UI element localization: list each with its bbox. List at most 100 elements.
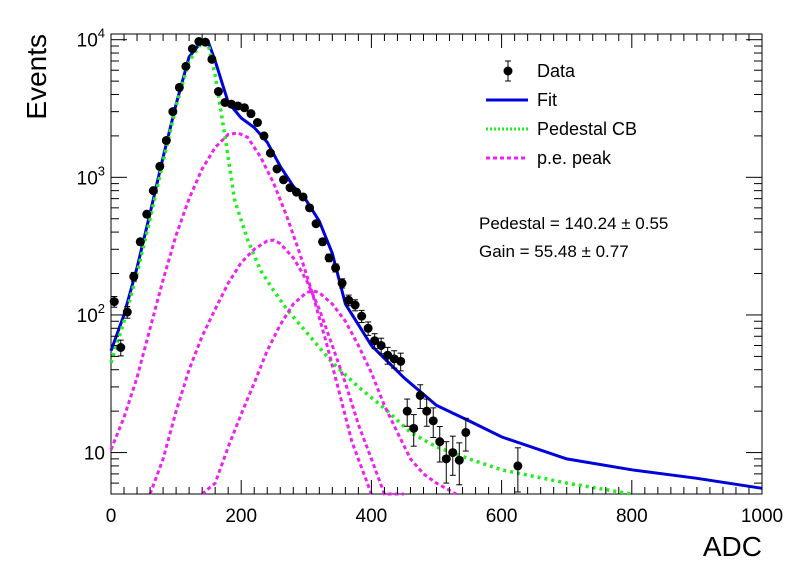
data-point-marker bbox=[292, 187, 302, 197]
legend-label: Data bbox=[537, 61, 576, 81]
y-axis-title: Events bbox=[21, 34, 52, 120]
data-point bbox=[129, 271, 139, 282]
data-point-marker bbox=[357, 311, 367, 321]
data-point bbox=[109, 295, 119, 308]
x-tick-label: 200 bbox=[225, 506, 257, 527]
data-point bbox=[415, 384, 425, 410]
data-point-marker bbox=[454, 455, 464, 465]
data-point bbox=[376, 337, 386, 355]
data-point bbox=[298, 192, 308, 202]
x-tick-label: 0 bbox=[106, 506, 117, 527]
data-point bbox=[194, 37, 204, 47]
legend-label: Fit bbox=[537, 90, 557, 110]
data-point-marker bbox=[279, 175, 289, 185]
data-point-marker bbox=[187, 44, 197, 54]
data-point bbox=[513, 447, 523, 493]
x-tick-label: 800 bbox=[616, 506, 648, 527]
legend-item: p.e. peak bbox=[486, 148, 612, 168]
data-point-marker bbox=[207, 54, 217, 64]
data-point bbox=[122, 305, 132, 319]
data-point-marker bbox=[337, 278, 347, 288]
y-tick-label: 10 bbox=[84, 444, 105, 465]
annotation-gain: Gain = 55.48 ± 0.77 bbox=[479, 242, 629, 261]
data-point bbox=[305, 203, 315, 213]
x-tick-label: 600 bbox=[486, 506, 518, 527]
data-point-marker bbox=[461, 427, 471, 437]
data-point-marker bbox=[116, 343, 126, 353]
x-axis-title: ADC bbox=[703, 531, 762, 562]
data-point bbox=[142, 209, 152, 219]
data-point bbox=[428, 407, 438, 438]
data-point bbox=[337, 278, 347, 289]
data-point bbox=[363, 321, 373, 336]
data-point bbox=[448, 435, 458, 476]
data-point-marker bbox=[194, 37, 204, 47]
data-point bbox=[252, 118, 262, 128]
data-point-marker bbox=[109, 297, 119, 307]
data-point-marker bbox=[305, 203, 315, 213]
data-point bbox=[239, 103, 249, 113]
curve-p-e-peak-4 bbox=[148, 238, 404, 496]
data-point bbox=[324, 253, 334, 263]
legend-box bbox=[480, 60, 720, 172]
data-point-marker bbox=[311, 219, 321, 229]
curve-pedestal-cb-2 bbox=[109, 39, 633, 496]
data-point-marker bbox=[318, 237, 328, 247]
data-point bbox=[396, 352, 406, 372]
data-point bbox=[441, 441, 451, 484]
data-point bbox=[174, 82, 184, 92]
data-point-marker bbox=[422, 406, 432, 416]
data-point-marker bbox=[285, 183, 295, 193]
axis-ticks bbox=[110, 34, 763, 495]
data-point bbox=[292, 187, 302, 197]
data-point-marker bbox=[272, 164, 282, 174]
data-point bbox=[350, 299, 360, 312]
y-tick-label: 102 bbox=[77, 301, 105, 327]
data-point-marker bbox=[376, 340, 386, 350]
data-point bbox=[135, 237, 145, 247]
data-point-marker bbox=[142, 209, 152, 219]
data-point bbox=[272, 164, 282, 174]
data-point-marker bbox=[200, 37, 210, 47]
data-point-marker bbox=[155, 161, 165, 171]
data-point bbox=[213, 87, 223, 97]
data-point-marker bbox=[181, 61, 191, 71]
data-point-marker bbox=[370, 336, 380, 346]
legend: Data Fit Pedestal CB p.e. peak bbox=[480, 60, 720, 172]
data-point bbox=[187, 44, 197, 54]
data-point bbox=[155, 161, 165, 171]
data-point-marker bbox=[448, 448, 458, 458]
data-point-marker bbox=[148, 186, 158, 196]
data-point-marker bbox=[174, 82, 184, 92]
data-point bbox=[246, 109, 256, 119]
data-point bbox=[168, 107, 178, 117]
data-point-marker bbox=[402, 406, 412, 416]
data-point bbox=[200, 37, 210, 47]
data-point-marker bbox=[396, 356, 406, 366]
data-point-marker bbox=[239, 103, 249, 113]
data-point bbox=[357, 309, 367, 324]
data-point bbox=[279, 175, 289, 185]
data-point bbox=[161, 136, 171, 146]
data-point-marker bbox=[409, 423, 419, 433]
data-point-marker bbox=[213, 87, 223, 97]
data-point bbox=[454, 442, 464, 486]
data-point-marker bbox=[428, 416, 438, 426]
data-point-marker bbox=[363, 323, 373, 333]
data-point bbox=[331, 263, 341, 273]
data-point-marker bbox=[129, 272, 139, 282]
legend-label: p.e. peak bbox=[537, 148, 612, 168]
data-point-marker bbox=[252, 118, 262, 128]
data-point bbox=[435, 426, 445, 463]
data-point-marker bbox=[350, 300, 360, 310]
data-point bbox=[409, 414, 419, 447]
data-point-marker bbox=[513, 461, 523, 471]
data-point bbox=[370, 333, 380, 350]
x-tick-label: 1000 bbox=[741, 506, 783, 527]
data-point bbox=[311, 219, 321, 229]
data-point bbox=[148, 186, 158, 196]
legend-item: Data bbox=[503, 60, 576, 82]
x-tick-labels: 0 200 400 600 800 1000 bbox=[106, 506, 783, 527]
legend-symbol-marker bbox=[503, 66, 513, 76]
data-point bbox=[422, 398, 432, 427]
